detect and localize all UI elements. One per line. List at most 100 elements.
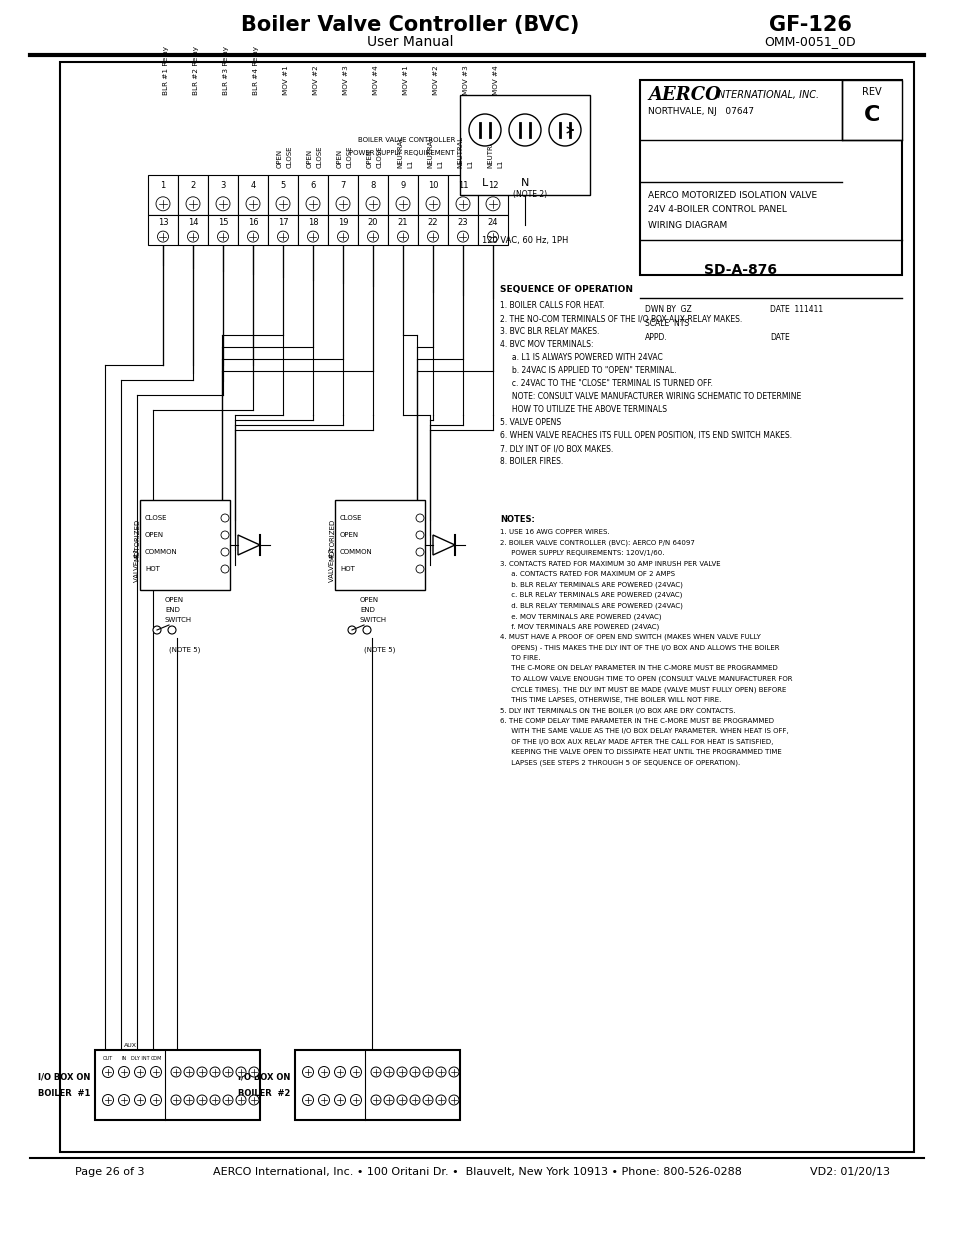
Text: 5. DLY INT TERMINALS ON THE BOILER I/O BOX ARE DRY CONTACTS.: 5. DLY INT TERMINALS ON THE BOILER I/O B… xyxy=(499,708,735,714)
Text: 6. WHEN VALVE REACHES ITS FULL OPEN POSITION, ITS END SWITCH MAKES.: 6. WHEN VALVE REACHES ITS FULL OPEN POSI… xyxy=(499,431,791,440)
Circle shape xyxy=(118,1067,130,1077)
Circle shape xyxy=(436,1095,446,1105)
Circle shape xyxy=(396,1095,407,1105)
Bar xyxy=(841,80,901,140)
Circle shape xyxy=(456,196,470,211)
Text: 3: 3 xyxy=(220,180,226,189)
Bar xyxy=(448,215,477,245)
Text: 6. THE COMP DELAY TIME PARAMETER IN THE C-MORE MUST BE PROGRAMMED: 6. THE COMP DELAY TIME PARAMETER IN THE … xyxy=(499,718,773,724)
Text: BLR #4 Relay: BLR #4 Relay xyxy=(253,46,258,95)
Text: HOT: HOT xyxy=(145,566,160,572)
Text: 23: 23 xyxy=(457,219,468,227)
Text: OPEN: OPEN xyxy=(145,532,164,538)
Circle shape xyxy=(485,196,499,211)
Circle shape xyxy=(363,626,371,634)
Text: Boiler Valve Controller (BVC): Boiler Valve Controller (BVC) xyxy=(240,15,578,35)
Bar xyxy=(237,215,268,245)
Text: e. MOV TERMINALS ARE POWERED (24VAC): e. MOV TERMINALS ARE POWERED (24VAC) xyxy=(499,613,660,620)
Circle shape xyxy=(384,1067,394,1077)
Text: MOTORIZED: MOTORIZED xyxy=(329,519,335,561)
Text: NORTHVALE, NJ   07647: NORTHVALE, NJ 07647 xyxy=(647,107,753,116)
Bar xyxy=(357,175,388,215)
Text: WITH THE SAME VALUE AS THE I/O BOX DELAY PARAMETER. WHEN HEAT IS OFF,: WITH THE SAME VALUE AS THE I/O BOX DELAY… xyxy=(499,729,788,735)
Text: C: C xyxy=(862,105,880,125)
Text: INTERNATIONAL, INC.: INTERNATIONAL, INC. xyxy=(714,90,819,100)
Circle shape xyxy=(395,196,410,211)
Text: d. BLR RELAY TERMINALS ARE POWERED (24VAC): d. BLR RELAY TERMINALS ARE POWERED (24VA… xyxy=(499,603,682,609)
Circle shape xyxy=(416,548,423,556)
Text: MOV #3: MOV #3 xyxy=(462,65,469,95)
Text: TO ALLOW VALVE ENOUGH TIME TO OPEN (CONSULT VALVE MANUFACTURER FOR: TO ALLOW VALVE ENOUGH TIME TO OPEN (CONS… xyxy=(499,676,792,683)
Text: 4. BVC MOV TERMINALS:: 4. BVC MOV TERMINALS: xyxy=(499,340,593,350)
Text: BOILER  #1: BOILER #1 xyxy=(37,1088,90,1098)
Text: (NOTE 5): (NOTE 5) xyxy=(169,647,200,653)
Circle shape xyxy=(548,114,580,146)
Text: 24: 24 xyxy=(487,219,497,227)
Text: 2. BOILER VALVE CONTROLLER (BVC): AERCO P/N 64097: 2. BOILER VALVE CONTROLLER (BVC): AERCO … xyxy=(499,540,694,546)
Text: VALVE #2: VALVE #2 xyxy=(329,548,335,582)
Circle shape xyxy=(335,196,350,211)
Bar xyxy=(297,175,328,215)
Bar xyxy=(297,215,328,245)
Text: 2: 2 xyxy=(191,180,195,189)
Circle shape xyxy=(396,1067,407,1077)
Text: CYCLE TIMES). THE DLY INT MUST BE MADE (VALVE MUST FULLY OPEN) BEFORE: CYCLE TIMES). THE DLY INT MUST BE MADE (… xyxy=(499,687,785,693)
Circle shape xyxy=(436,1067,446,1077)
Text: 8. BOILER FIRES.: 8. BOILER FIRES. xyxy=(499,457,562,466)
Text: Page 26 of 3: Page 26 of 3 xyxy=(75,1167,144,1177)
Circle shape xyxy=(371,1067,380,1077)
Text: COMMON: COMMON xyxy=(339,550,373,555)
Circle shape xyxy=(509,114,540,146)
Text: DATE: DATE xyxy=(769,333,789,342)
Text: APPD.: APPD. xyxy=(644,333,667,342)
Text: POWER SUPPLY REQUIREMENTS: 120V/1/60.: POWER SUPPLY REQUIREMENTS: 120V/1/60. xyxy=(499,550,664,556)
Text: L1: L1 xyxy=(436,159,442,168)
Text: CLOSE: CLOSE xyxy=(376,146,382,168)
Text: I/O BOX ON: I/O BOX ON xyxy=(237,1072,290,1082)
Circle shape xyxy=(247,231,258,242)
Circle shape xyxy=(221,564,229,573)
Text: END: END xyxy=(165,606,180,613)
Circle shape xyxy=(102,1094,113,1105)
Text: TO FIRE.: TO FIRE. xyxy=(499,655,540,661)
Bar xyxy=(417,215,448,245)
Text: AERCO MOTORIZED ISOLATION VALVE: AERCO MOTORIZED ISOLATION VALVE xyxy=(647,190,817,200)
Circle shape xyxy=(151,1094,161,1105)
Circle shape xyxy=(371,1095,380,1105)
Circle shape xyxy=(134,1094,146,1105)
Bar xyxy=(268,215,297,245)
Text: THE C-MORE ON DELAY PARAMETER IN THE C-MORE MUST BE PROGRAMMED: THE C-MORE ON DELAY PARAMETER IN THE C-M… xyxy=(499,666,777,672)
Circle shape xyxy=(188,231,198,242)
Circle shape xyxy=(118,1094,130,1105)
Text: BLR #3 Relay: BLR #3 Relay xyxy=(223,46,229,95)
Text: NOTE: CONSULT VALVE MANUFACTURER WIRING SCHEMATIC TO DETERMINE: NOTE: CONSULT VALVE MANUFACTURER WIRING … xyxy=(499,391,801,401)
Text: NEUTRAL: NEUTRAL xyxy=(486,136,493,168)
Text: OPEN: OPEN xyxy=(307,149,313,168)
Circle shape xyxy=(302,1067,314,1077)
Circle shape xyxy=(235,1095,246,1105)
Circle shape xyxy=(196,1067,207,1077)
Text: b. 24VAC IS APPLIED TO "OPEN" TERMINAL.: b. 24VAC IS APPLIED TO "OPEN" TERMINAL. xyxy=(499,366,676,375)
Circle shape xyxy=(350,1094,361,1105)
Text: AERCO International, Inc. • 100 Oritani Dr. •  Blauvelt, New York 10913 • Phone:: AERCO International, Inc. • 100 Oritani … xyxy=(213,1167,740,1177)
Text: DATE  111411: DATE 111411 xyxy=(769,305,822,315)
Text: MOV #4: MOV #4 xyxy=(493,65,498,95)
Circle shape xyxy=(168,626,175,634)
Text: L1: L1 xyxy=(407,159,413,168)
Text: 3. CONTACTS RATED FOR MAXIMUM 30 AMP INRUSH PER VALVE: 3. CONTACTS RATED FOR MAXIMUM 30 AMP INR… xyxy=(499,561,720,567)
Text: I/O BOX ON: I/O BOX ON xyxy=(37,1072,90,1082)
Bar xyxy=(208,215,237,245)
Text: VD2: 01/20/13: VD2: 01/20/13 xyxy=(809,1167,889,1177)
Circle shape xyxy=(157,231,169,242)
Bar xyxy=(388,215,417,245)
Circle shape xyxy=(416,564,423,573)
Text: b. BLR RELAY TERMINALS ARE POWERED (24VAC): b. BLR RELAY TERMINALS ARE POWERED (24VA… xyxy=(499,582,682,588)
Text: 7: 7 xyxy=(340,180,345,189)
Circle shape xyxy=(469,114,500,146)
Circle shape xyxy=(184,1067,193,1077)
Text: AUX: AUX xyxy=(123,1044,136,1049)
Bar xyxy=(448,175,477,215)
Text: L: L xyxy=(481,178,488,188)
Text: 15: 15 xyxy=(217,219,228,227)
Text: N: N xyxy=(520,178,529,188)
